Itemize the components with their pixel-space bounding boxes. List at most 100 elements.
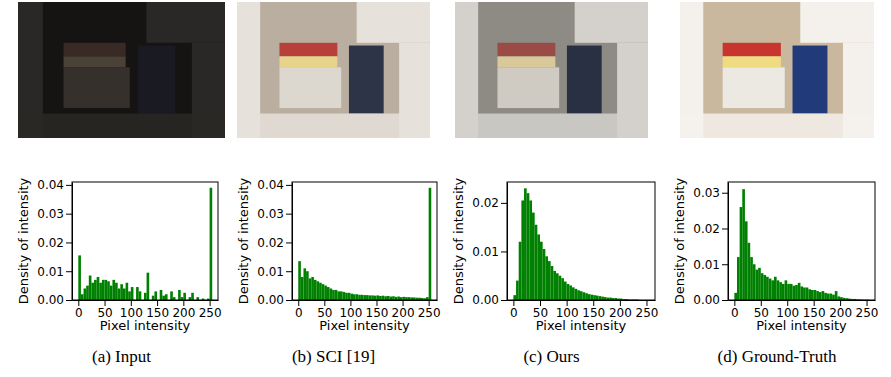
y-tick: 0.03 [693, 186, 728, 200]
y-tick-label: 0.04 [257, 178, 284, 192]
bar [790, 284, 793, 300]
y-tick-label: 0.03 [257, 207, 284, 221]
y-tick-label: 0.03 [37, 207, 64, 221]
y-tick-label: 0.01 [693, 258, 720, 272]
y-tick-label: 0.00 [693, 293, 720, 307]
photo-shelf [18, 114, 225, 138]
bar [126, 283, 129, 300]
y-tick-label: 0.04 [37, 178, 64, 192]
bar [830, 294, 833, 300]
x-tick: 50 [97, 300, 112, 320]
bar [152, 296, 155, 300]
bar [358, 295, 361, 300]
histogram: 0501001502002500.000.010.020.03Density o… [672, 177, 878, 366]
bar [298, 261, 301, 300]
bar [139, 291, 142, 300]
photo-object [497, 67, 559, 108]
bar [183, 293, 186, 300]
caption: (c) Ours [523, 347, 579, 366]
plot-frame [728, 182, 875, 300]
y-tick-label: 0.01 [257, 265, 284, 279]
photo-object [567, 46, 602, 114]
bar [330, 288, 333, 300]
photo-background [237, 2, 430, 138]
bar [758, 268, 761, 300]
bar [392, 296, 395, 300]
x-tick: 150 [146, 300, 169, 320]
bar [78, 255, 81, 300]
x-tick: 250 [418, 300, 441, 320]
photo-object [723, 67, 785, 108]
bar [777, 280, 780, 300]
photo-object [279, 43, 337, 57]
bar [105, 280, 108, 300]
photo-background [455, 2, 648, 138]
y-tick: 0.02 [472, 196, 507, 210]
bar [340, 291, 343, 300]
bar [178, 290, 181, 300]
bar [527, 193, 530, 300]
y-tick: 0.01 [693, 258, 728, 272]
y-axis-title: Density of intensity [236, 177, 251, 304]
y-tick-label: 0.00 [472, 293, 499, 307]
bar [112, 280, 115, 300]
photo-door [146, 2, 225, 43]
y-axis: 0.000.010.02 [472, 183, 507, 308]
bar [86, 286, 89, 300]
bar [588, 294, 591, 300]
bar [519, 242, 522, 300]
bar [337, 291, 340, 300]
y-tick: 0.00 [257, 293, 292, 307]
bar [353, 294, 356, 300]
x-axis-title: Pixel intensity [100, 318, 191, 333]
bar [376, 295, 379, 300]
bar [748, 243, 751, 300]
bar [306, 271, 309, 300]
bar [808, 289, 811, 300]
bar [561, 278, 564, 300]
bar [382, 296, 385, 300]
y-tick: 0.02 [257, 236, 292, 250]
bar [753, 264, 756, 300]
bar [374, 296, 377, 300]
y-tick-label: 0.00 [37, 293, 64, 307]
x-tick-label: 0 [510, 306, 518, 320]
x-axis: 050100150200250 [293, 300, 441, 320]
y-tick-mark [501, 203, 507, 204]
y-tick: 0.01 [257, 265, 292, 279]
bar [763, 275, 766, 300]
y-tick: 0.00 [37, 293, 72, 307]
plot-frame [292, 182, 437, 300]
bar [356, 294, 359, 300]
x-tick-label: 250 [636, 306, 659, 320]
x-tick-label: 250 [418, 306, 441, 320]
bar [191, 293, 194, 300]
bar [81, 294, 84, 300]
x-tick: 0 [731, 300, 739, 320]
y-axis: 0.00 0.01 0.02 0.03 0.04 [257, 178, 292, 307]
y-tick-mark [286, 242, 292, 243]
photo-object [64, 43, 126, 57]
bar [311, 277, 314, 300]
plot-frame [507, 182, 655, 300]
histogram: 0501001502002500.000.010.02Density of in… [451, 177, 658, 366]
photo-shelf [680, 114, 874, 138]
y-tick: 0.04 [37, 178, 72, 192]
x-tick: 50 [533, 300, 548, 320]
bar [766, 277, 769, 300]
bar [556, 273, 559, 300]
bar [115, 283, 118, 300]
bar [324, 286, 327, 300]
bar [787, 284, 790, 300]
x-tick-label: 250 [856, 306, 879, 320]
x-tick-label: 0 [295, 306, 303, 320]
bar [123, 288, 126, 300]
bars [298, 188, 431, 300]
x-axis: 050100150200250 [729, 300, 879, 320]
bar [761, 273, 764, 300]
bar [322, 284, 325, 300]
bar [371, 295, 374, 300]
y-tick-label: 0.02 [37, 236, 64, 250]
bar [564, 282, 567, 300]
caption: (a) Input [92, 347, 151, 366]
